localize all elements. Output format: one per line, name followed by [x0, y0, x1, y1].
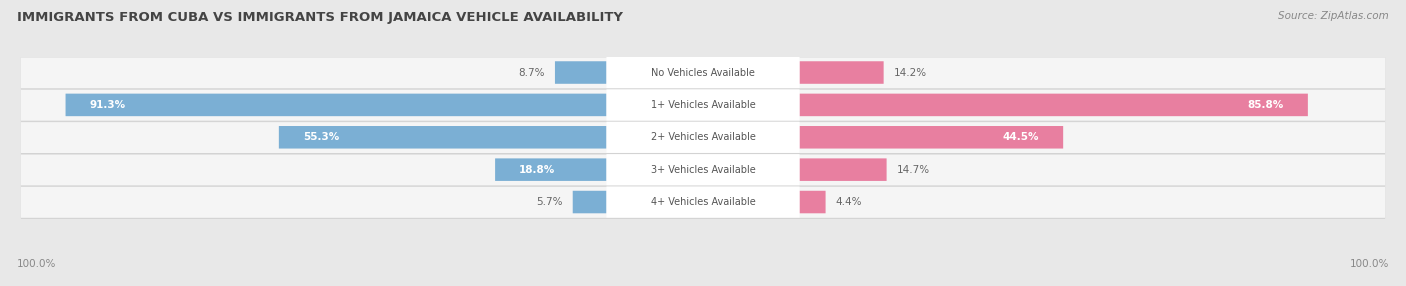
FancyBboxPatch shape: [21, 187, 1385, 218]
FancyBboxPatch shape: [572, 191, 606, 213]
FancyBboxPatch shape: [800, 191, 825, 213]
FancyBboxPatch shape: [606, 154, 800, 185]
FancyBboxPatch shape: [21, 57, 1385, 89]
Text: 85.8%: 85.8%: [1247, 100, 1284, 110]
Text: 4.4%: 4.4%: [835, 197, 862, 207]
FancyBboxPatch shape: [800, 61, 883, 84]
Text: IMMIGRANTS FROM CUBA VS IMMIGRANTS FROM JAMAICA VEHICLE AVAILABILITY: IMMIGRANTS FROM CUBA VS IMMIGRANTS FROM …: [17, 11, 623, 24]
Text: 91.3%: 91.3%: [90, 100, 127, 110]
FancyBboxPatch shape: [800, 126, 1063, 148]
Text: Source: ZipAtlas.com: Source: ZipAtlas.com: [1278, 11, 1389, 21]
FancyBboxPatch shape: [21, 57, 1385, 88]
FancyBboxPatch shape: [278, 126, 606, 148]
Text: 4+ Vehicles Available: 4+ Vehicles Available: [651, 197, 755, 207]
Text: 14.7%: 14.7%: [897, 165, 929, 175]
FancyBboxPatch shape: [555, 61, 606, 84]
Text: 100.0%: 100.0%: [17, 259, 56, 269]
FancyBboxPatch shape: [21, 90, 1385, 121]
Text: 3+ Vehicles Available: 3+ Vehicles Available: [651, 165, 755, 175]
FancyBboxPatch shape: [606, 57, 800, 88]
FancyBboxPatch shape: [606, 122, 800, 153]
Text: 44.5%: 44.5%: [1002, 132, 1039, 142]
FancyBboxPatch shape: [21, 90, 1385, 122]
Text: 5.7%: 5.7%: [536, 197, 562, 207]
FancyBboxPatch shape: [606, 186, 800, 218]
Text: 14.2%: 14.2%: [894, 67, 927, 78]
Text: 8.7%: 8.7%: [519, 67, 544, 78]
FancyBboxPatch shape: [606, 89, 800, 120]
FancyBboxPatch shape: [21, 186, 1385, 219]
FancyBboxPatch shape: [21, 154, 1385, 186]
Text: 18.8%: 18.8%: [519, 165, 555, 175]
FancyBboxPatch shape: [21, 154, 1385, 185]
Text: No Vehicles Available: No Vehicles Available: [651, 67, 755, 78]
FancyBboxPatch shape: [66, 94, 606, 116]
FancyBboxPatch shape: [800, 158, 887, 181]
FancyBboxPatch shape: [495, 158, 606, 181]
FancyBboxPatch shape: [21, 122, 1385, 153]
FancyBboxPatch shape: [800, 94, 1308, 116]
Text: 100.0%: 100.0%: [1350, 259, 1389, 269]
Text: 2+ Vehicles Available: 2+ Vehicles Available: [651, 132, 755, 142]
FancyBboxPatch shape: [21, 122, 1385, 154]
Text: 55.3%: 55.3%: [304, 132, 339, 142]
Text: 1+ Vehicles Available: 1+ Vehicles Available: [651, 100, 755, 110]
